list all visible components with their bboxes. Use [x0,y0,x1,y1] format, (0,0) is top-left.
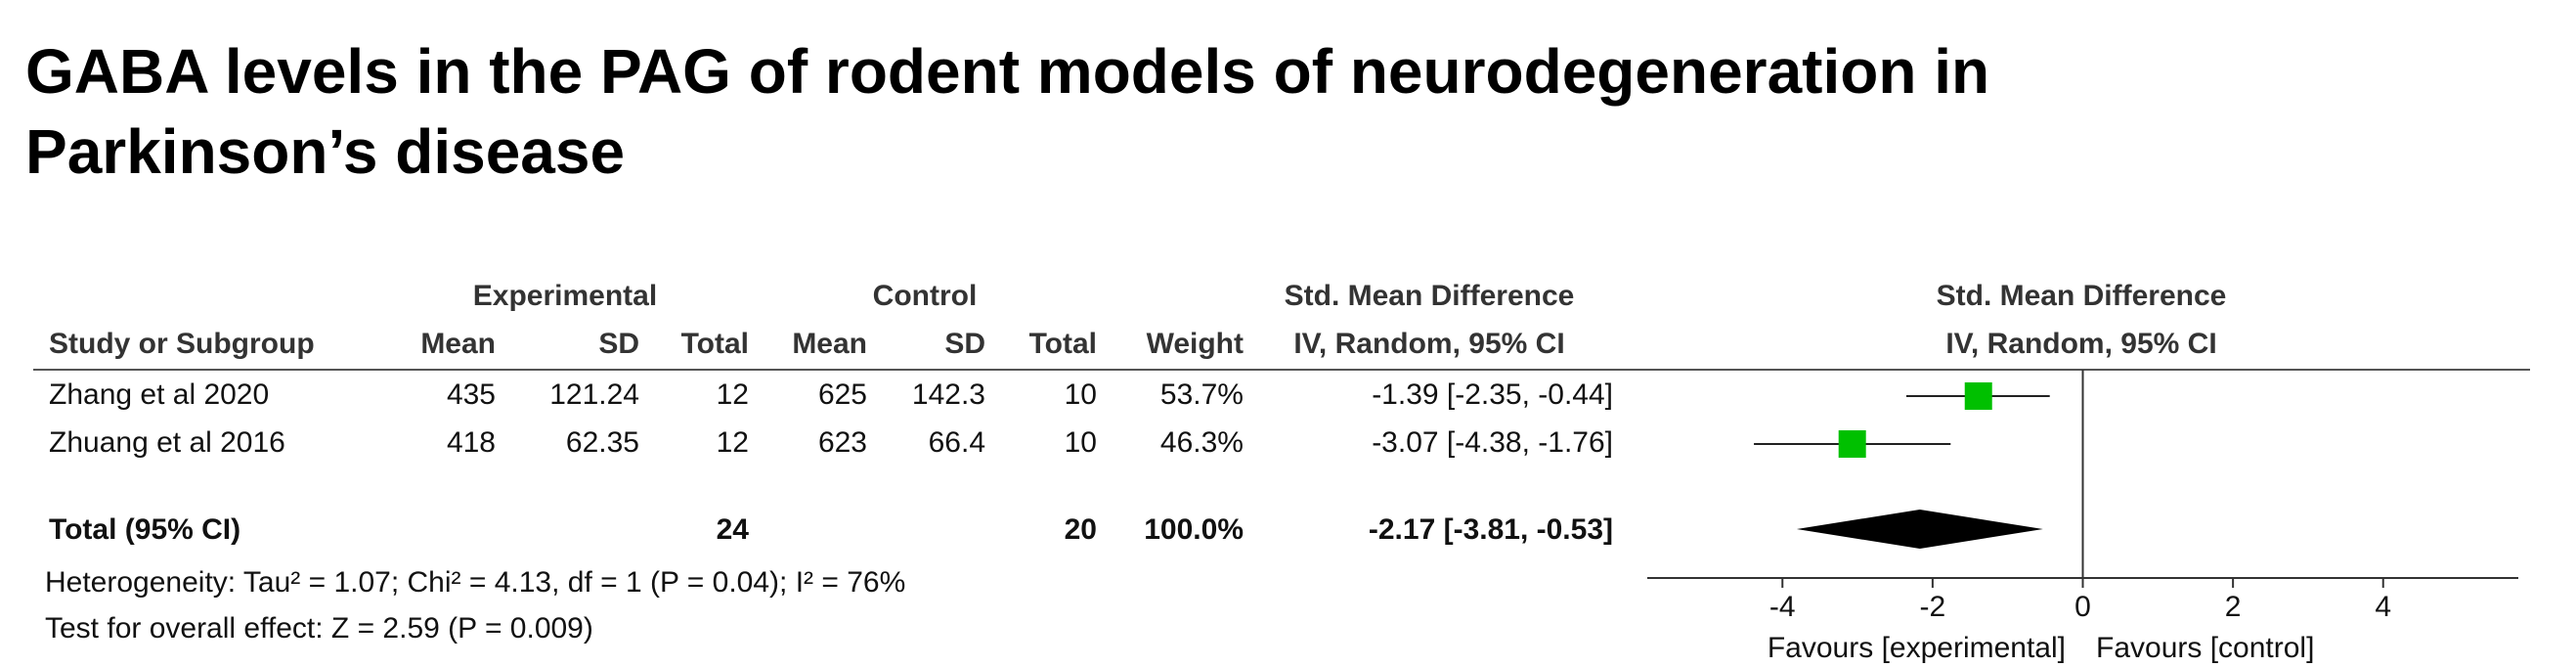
favours-right: Favours [control] [2096,632,2314,664]
plot-subtitle: IV, Random, 95% CI [1945,328,2216,360]
column-header: SD [944,328,985,360]
group-header: Control [873,280,978,312]
table-cell: Zhuang et al 2016 [49,426,285,459]
column-header: IV, Random, 95% CI [1293,328,1564,360]
total-cell: 20 [1065,513,1097,546]
column-header: Weight [1147,328,1244,360]
table-cell: 142.3 [912,378,985,411]
x-tick-label: -2 [1920,591,1946,623]
favours-left: Favours [experimental] [1768,632,2066,664]
total-cell: -2.17 [-3.81, -0.53] [1369,513,1613,546]
column-header: Mean [420,328,496,360]
title-line: GABA levels in the PAG of rodent models … [25,36,1989,107]
x-tick-label: -4 [1769,591,1796,623]
total-label: Total (95% CI) [49,513,240,546]
group-header: Std. Mean Difference [1285,280,1575,312]
effect-square [1964,382,1992,410]
total-cell: 24 [717,513,750,546]
table-cell: 435 [447,378,496,411]
x-tick-label: 0 [2074,591,2091,623]
heterogeneity: Heterogeneity: Tau² = 1.07; Chi² = 4.13,… [45,566,905,599]
table-cell: 12 [717,426,749,459]
column-header: Mean [792,328,867,360]
table-cell: 418 [447,426,496,459]
overall-effect: Test for overall effect: Z = 2.59 (P = 0… [45,612,593,645]
column-header: Total [681,328,749,360]
table-cell: 625 [818,378,867,411]
x-tick-label: 4 [2375,591,2391,623]
table-cell: 46.3% [1160,426,1244,459]
group-header: Experimental [473,280,657,312]
table-cell: 66.4 [929,426,985,459]
table-cell: 121.24 [549,378,639,411]
table-cell: 12 [717,378,749,411]
x-tick-label: 2 [2225,591,2242,623]
table-cell: 623 [818,426,867,459]
title-line: Parkinson’s disease [25,116,625,187]
plot-title: Std. Mean Difference [1937,280,2227,312]
effect-square [1838,430,1866,458]
table-cell: -1.39 [-2.35, -0.44] [1372,378,1613,411]
table-cell: 10 [1065,426,1097,459]
table-cell: -3.07 [-4.38, -1.76] [1372,426,1613,459]
column-header: SD [598,328,639,360]
pooled-diamond [1796,510,2043,549]
column-header: Study or Subgroup [49,328,315,360]
table-cell: Zhang et al 2020 [49,378,269,411]
total-cell: 100.0% [1144,513,1244,546]
table-cell: 10 [1065,378,1097,411]
table-cell: 53.7% [1160,378,1244,411]
table-cell: 62.35 [566,426,639,459]
column-header: Total [1029,328,1097,360]
